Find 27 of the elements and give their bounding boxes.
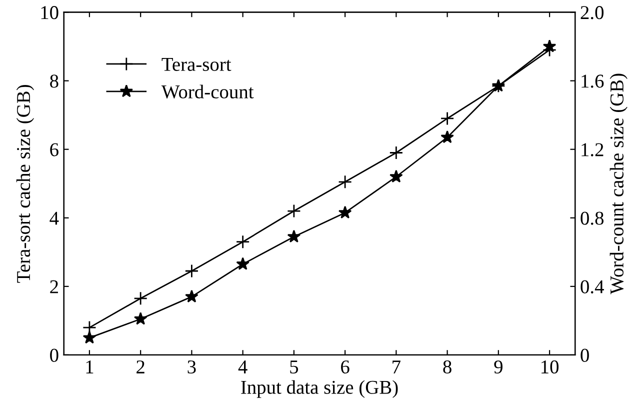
x-tick-label: 4 (238, 360, 248, 374)
x-tick-label: 2 (136, 360, 144, 374)
x-tick-label: 3 (188, 360, 196, 374)
x-tick-label: 5 (290, 360, 298, 374)
legend-label: Tera-sort (162, 58, 232, 71)
y2-tick-label: 0.4 (580, 280, 604, 294)
y2-tick-label: 1.2 (582, 143, 604, 156)
y-tick-label: 6 (50, 143, 58, 156)
legend-label: Word-count (161, 84, 254, 99)
y2-tick-label: 2.0 (580, 6, 604, 20)
x-tick-label: 9 (494, 360, 502, 374)
x-tick-label: 7 (392, 360, 400, 374)
y2-axis-title: Word-count cache size (GB) (610, 74, 628, 294)
y-axis-title: Tera-sort cache size (GB) (16, 85, 34, 283)
x-tick-label: 8 (443, 360, 452, 374)
y2-tick-label: 0 (580, 348, 589, 362)
y2-tick-label: 1.6 (582, 74, 604, 88)
y-tick-label: 10 (41, 6, 58, 20)
y-tick-label: 2 (50, 280, 58, 294)
y2-tick-label: 0.8 (580, 212, 604, 225)
y-tick-label: 8 (50, 74, 58, 88)
x-tick-label: 10 (542, 360, 559, 374)
x-axis-title: Input data size (GB) (241, 380, 398, 398)
x-tick-label: 6 (341, 360, 350, 374)
y-tick-label: 0 (50, 348, 58, 362)
y-tick-label: 4 (50, 212, 59, 225)
x-tick-label: 1 (86, 360, 94, 374)
